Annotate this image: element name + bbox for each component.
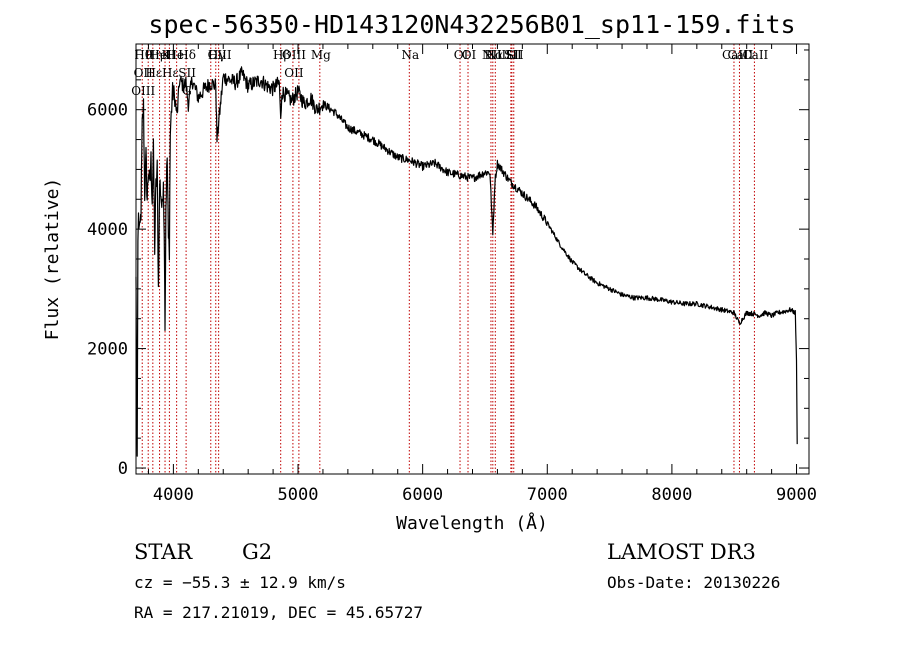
- line-label: H: [165, 48, 175, 62]
- x-tick-label: 9000: [776, 485, 817, 505]
- line-label: CaII: [742, 48, 768, 62]
- line-label: Hγ: [208, 48, 226, 62]
- line-label: Mg: [311, 48, 331, 62]
- line-label: Hη: [145, 48, 163, 62]
- line-label: HeI: [166, 48, 189, 62]
- line-label: Hε: [145, 66, 162, 80]
- line-label: HeI: [149, 48, 172, 62]
- survey-name: LAMOST DR3: [607, 540, 756, 564]
- spectrum-line: [135, 66, 798, 457]
- x-tick-label: 7000: [527, 485, 568, 505]
- x-tick-label: 8000: [651, 485, 692, 505]
- object-subclass: G2: [242, 540, 272, 564]
- line-label: SII: [504, 48, 522, 62]
- y-tick-label: 0: [118, 459, 128, 479]
- y-tick-label: 4000: [87, 220, 128, 240]
- line-label: OI: [462, 48, 477, 62]
- observation-date: Obs-Date: 20130226: [607, 573, 780, 592]
- line-label: CaII: [722, 48, 748, 62]
- line-label: OII: [284, 66, 304, 80]
- line-label: CaII: [728, 48, 754, 62]
- line-label: OIII: [282, 48, 306, 62]
- y-tick-label: 6000: [87, 101, 128, 121]
- line-label: K: [162, 48, 172, 62]
- redshift-cz: cz = −55.3 ± 12.9 km/s: [134, 573, 346, 592]
- ra-dec: RA = 217.21019, DEC = 45.65727: [134, 603, 423, 622]
- line-label: NII: [482, 48, 502, 62]
- line-label: Hβ: [273, 48, 290, 62]
- x-tick-label: 6000: [402, 485, 443, 505]
- line-label: OI: [454, 48, 469, 62]
- line-label: SII: [506, 48, 524, 62]
- object-class: STAR: [134, 540, 193, 564]
- line-label: Hδ: [178, 48, 196, 62]
- plot-frame: [135, 43, 810, 475]
- x-axis-label: Wavelength (Å): [396, 512, 548, 534]
- line-label: OIII: [208, 48, 232, 62]
- x-tick-label: 4000: [153, 485, 194, 505]
- emission-line-markers: [141, 44, 755, 474]
- line-label: Hε: [162, 66, 179, 80]
- x-axis-ticks: 4000 5000 6000 7000 8000 9000: [147, 44, 817, 505]
- line-label: NII: [486, 48, 506, 62]
- line-label: Na: [401, 48, 419, 62]
- line-label: Hα: [485, 48, 504, 62]
- line-label: Hθ: [134, 48, 152, 62]
- y-axis-ticks: 0 2000 4000 6000: [87, 49, 809, 479]
- y-axis-label: Flux (relative): [42, 178, 63, 341]
- line-label: SII: [178, 66, 196, 80]
- line-label: Li: [506, 48, 518, 62]
- chart-title: spec-56350-HD143120N432256B01_sp11-159.f…: [148, 10, 795, 39]
- line-label: OII: [134, 66, 154, 80]
- line-label: OIII: [131, 84, 155, 98]
- x-tick-label: 5000: [278, 485, 319, 505]
- y-tick-label: 2000: [87, 340, 128, 360]
